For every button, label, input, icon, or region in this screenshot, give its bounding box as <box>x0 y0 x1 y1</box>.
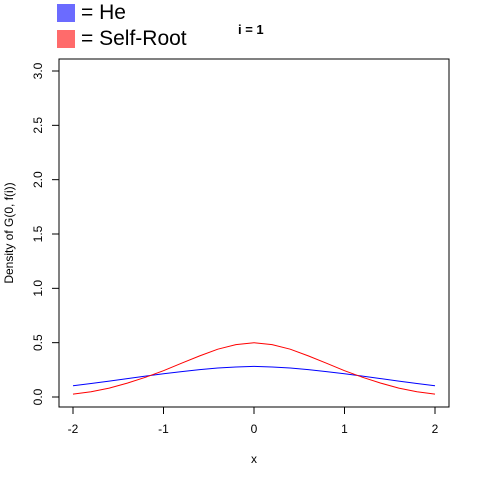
legend-item-self-root: = Self-Root <box>57 26 187 52</box>
y-tick-label: 0.5 <box>31 334 45 351</box>
x-tick-label: -1 <box>158 422 169 436</box>
legend-label-he: = He <box>81 1 126 24</box>
y-tick-label: 3.0 <box>31 62 45 79</box>
series-line-he <box>72 365 436 387</box>
legend-label-self-root: = Self-Root <box>81 27 187 50</box>
y-tick-label: 1.5 <box>31 225 45 242</box>
plot-frame <box>58 58 450 408</box>
legend-swatch-self-root <box>57 30 75 48</box>
x-tick-label: 2 <box>432 422 439 436</box>
series-layer <box>72 342 436 395</box>
x-axis-label: x <box>251 452 257 466</box>
y-tick-label: 1.0 <box>31 280 45 297</box>
chart-title: i = 1 <box>238 22 264 37</box>
x-tick-label: -2 <box>68 422 79 436</box>
x-axis: -2 -1 0 1 2 <box>68 406 439 436</box>
x-tick-label: 0 <box>251 422 258 436</box>
y-tick-label: 0.0 <box>31 388 45 405</box>
y-tick-label: 2.0 <box>31 171 45 188</box>
x-tick-label: 1 <box>341 422 348 436</box>
series-line-self-root <box>72 342 436 395</box>
legend: = He = Self-Root <box>57 0 187 52</box>
y-axis-label: Density of G(0, f(i)) <box>2 182 16 283</box>
y-axis: 0.0 0.5 1.0 1.5 2.0 2.5 3.0 <box>31 62 60 405</box>
legend-swatch-he <box>57 4 75 22</box>
y-tick-label: 2.5 <box>31 117 45 134</box>
legend-item-he: = He <box>57 0 187 26</box>
